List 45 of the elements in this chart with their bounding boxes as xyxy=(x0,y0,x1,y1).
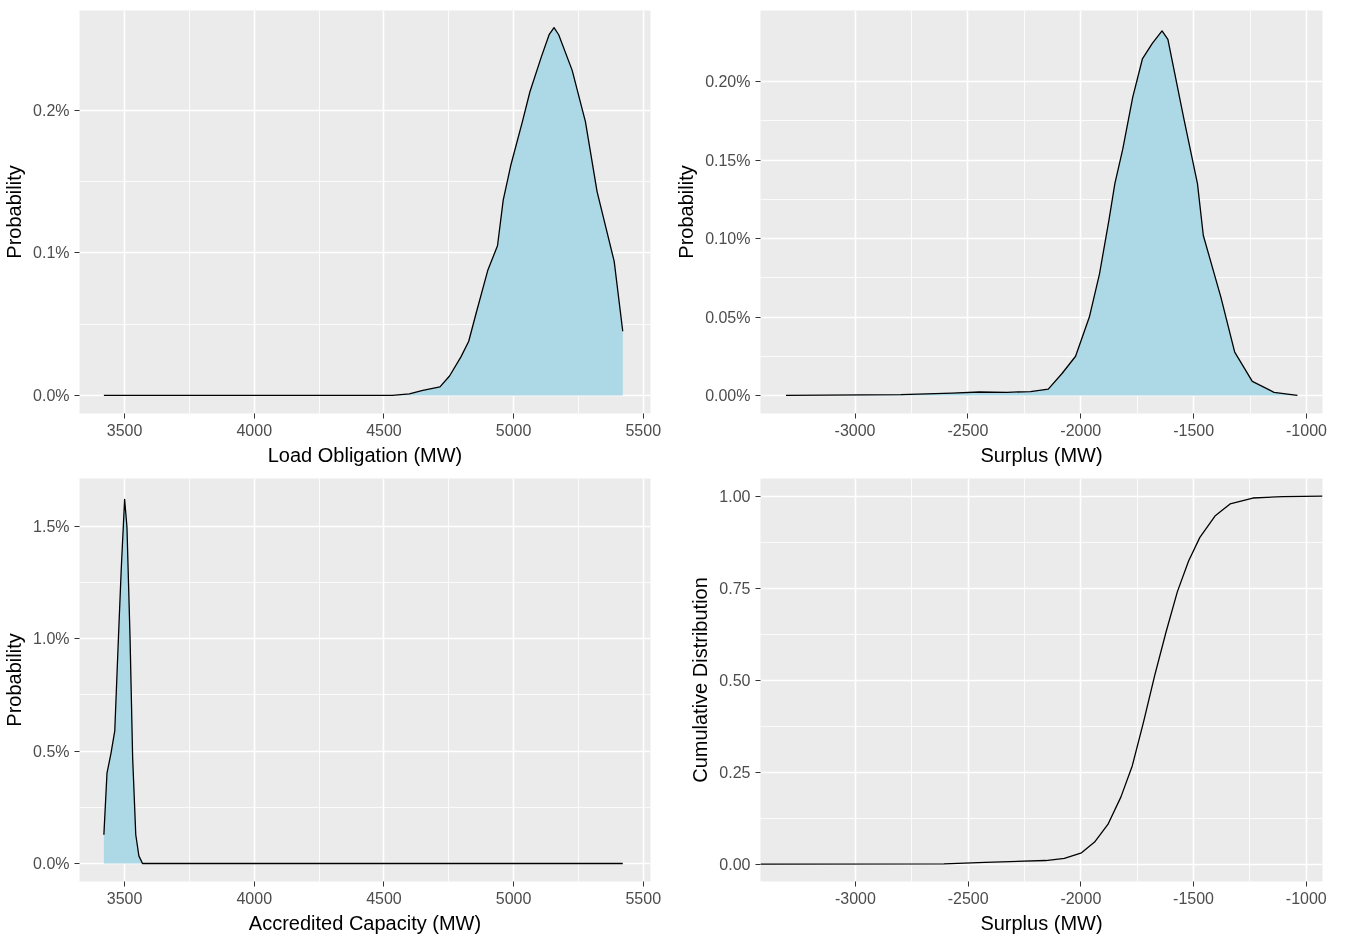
y-axis-title: Probability xyxy=(3,633,26,727)
y-tick-label: 0.0% xyxy=(33,386,70,404)
x-tick-label: 4500 xyxy=(366,889,402,907)
y-tick-label: 0.00 xyxy=(719,856,751,874)
y-axis-title: Probability xyxy=(675,165,698,259)
y-tick-label: 1.5% xyxy=(33,517,70,535)
y-tick-label: 0.75 xyxy=(719,580,751,598)
y-tick-label: 0.5% xyxy=(33,742,70,760)
x-tick-label: -3000 xyxy=(834,421,876,439)
y-tick-label: 0.2% xyxy=(33,101,70,119)
x-tick-label: -1000 xyxy=(1285,889,1327,907)
x-axis-title: Surplus (MW) xyxy=(980,443,1103,466)
x-tick-label: 5000 xyxy=(495,421,532,439)
y-tick-label: 0.05% xyxy=(705,308,751,326)
x-tick-label: -2000 xyxy=(1060,889,1102,907)
y-tick-label: 1.0% xyxy=(33,630,70,648)
x-tick-label: -1000 xyxy=(1286,421,1328,439)
x-tick-label: -2500 xyxy=(947,889,989,907)
y-tick-label: 0.15% xyxy=(705,151,751,169)
y-tick-label: 1.00 xyxy=(719,488,751,506)
x-tick-label: 5500 xyxy=(625,421,662,439)
x-tick-label: -3000 xyxy=(834,889,876,907)
y-axis-title: Cumulative Distribution xyxy=(689,577,712,783)
x-tick-label: 4000 xyxy=(236,421,273,439)
x-axis-title: Surplus (MW) xyxy=(980,911,1103,934)
x-axis-title: Load Obligation (MW) xyxy=(267,443,463,466)
x-tick-label: -2000 xyxy=(1060,421,1102,439)
x-tick-label: 3500 xyxy=(106,889,143,907)
y-tick-label: 0.50 xyxy=(719,672,751,690)
x-tick-label: 4000 xyxy=(236,889,273,907)
x-tick-label: -2500 xyxy=(947,421,989,439)
y-axis-title: Probability xyxy=(3,165,26,259)
y-tick-label: 0.10% xyxy=(705,230,751,248)
x-tick-label: 4500 xyxy=(366,421,402,439)
y-tick-label: 0.00% xyxy=(705,386,751,404)
x-axis-title: Accredited Capacity (MW) xyxy=(248,911,482,934)
x-tick-label: 3500 xyxy=(106,421,143,439)
x-tick-label: 5500 xyxy=(625,889,662,907)
x-tick-label: -1500 xyxy=(1173,889,1215,907)
y-tick-label: 0.0% xyxy=(33,855,70,873)
y-tick-label: 0.1% xyxy=(33,244,70,262)
x-tick-label: 5000 xyxy=(495,889,532,907)
y-tick-label: 0.20% xyxy=(705,73,751,91)
y-tick-label: 0.25 xyxy=(719,764,751,782)
x-tick-label: -1500 xyxy=(1173,421,1215,439)
